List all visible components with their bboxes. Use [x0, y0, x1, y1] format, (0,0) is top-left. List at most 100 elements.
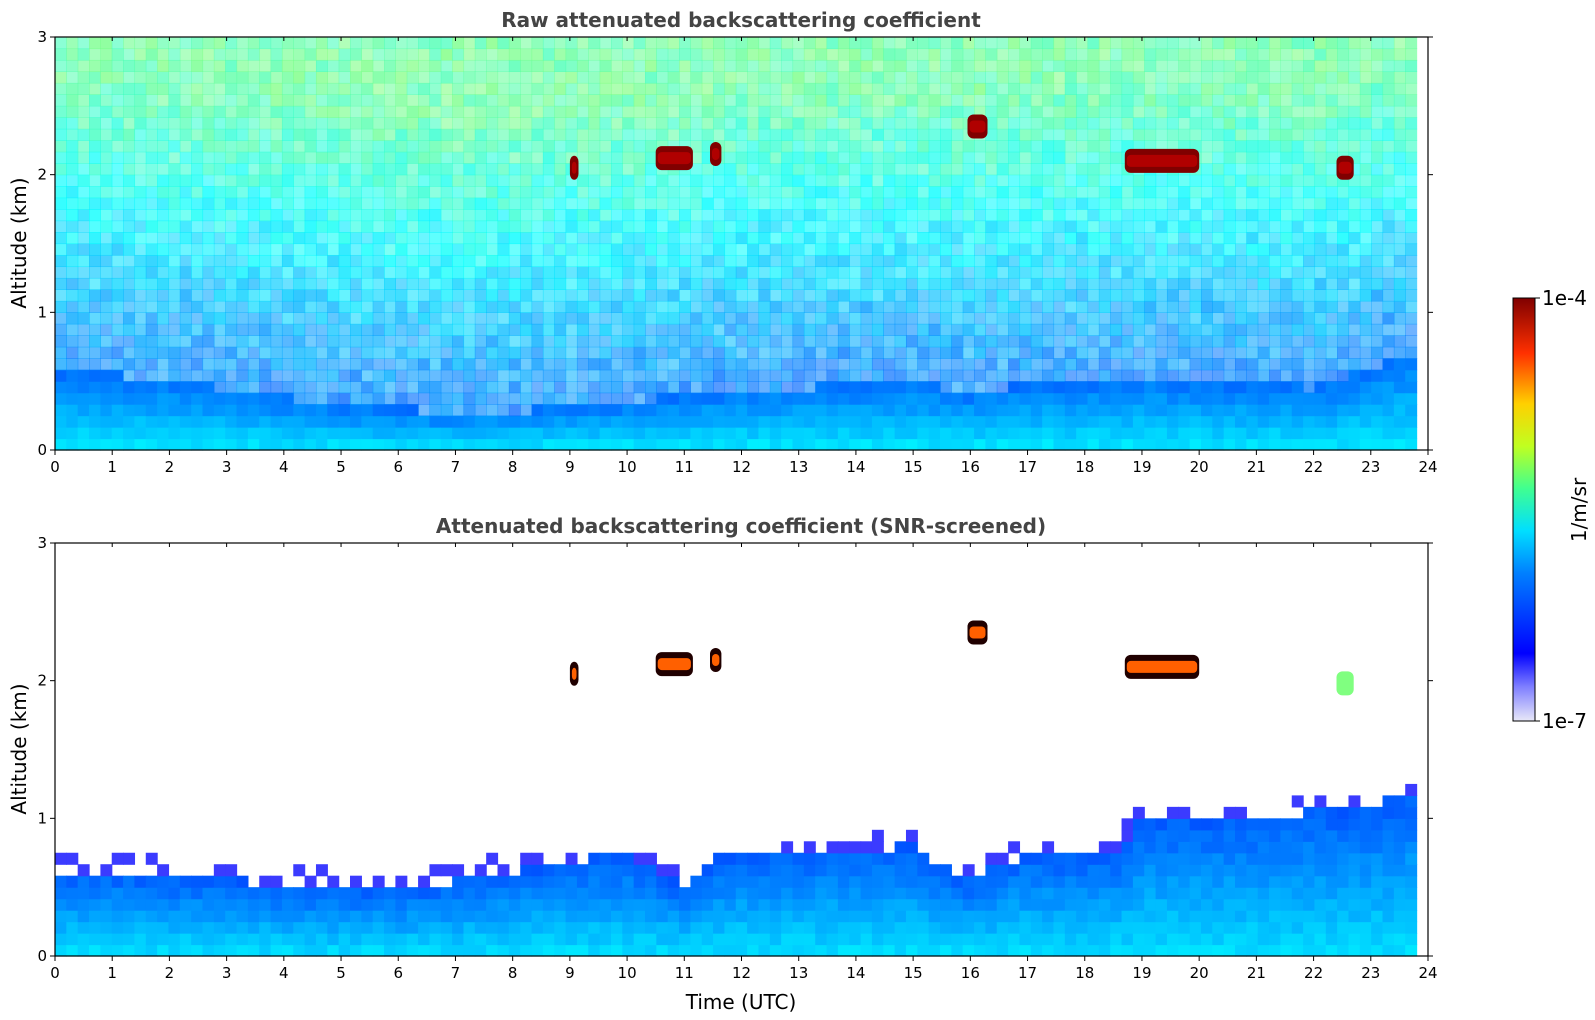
heatmap-cell	[849, 335, 862, 348]
heatmap-cell	[338, 59, 351, 73]
heatmap-cell	[815, 232, 828, 245]
heatmap-cell	[213, 117, 226, 130]
heatmap-cell	[928, 381, 941, 394]
heatmap-cell	[361, 392, 374, 405]
heatmap-cell	[610, 220, 623, 233]
heatmap-cell	[486, 254, 499, 268]
x-tick-label: 20	[1190, 458, 1209, 476]
heatmap-cell	[1314, 174, 1327, 187]
heatmap-cell	[1405, 186, 1418, 199]
heatmap-cell	[327, 289, 340, 302]
heatmap-cell	[202, 174, 215, 187]
heatmap-cell	[236, 277, 249, 290]
heatmap-cell	[77, 128, 90, 141]
heatmap-cell	[440, 346, 453, 359]
heatmap-cell	[1325, 197, 1338, 210]
heatmap-cell	[554, 864, 567, 877]
heatmap-cell	[89, 358, 101, 371]
heatmap-cell	[1200, 151, 1213, 164]
heatmap-cell	[1348, 254, 1361, 268]
heatmap-cell	[123, 140, 136, 153]
heatmap-cell	[1235, 82, 1247, 95]
heatmap-cell	[883, 438, 896, 451]
heatmap-cell	[1098, 266, 1111, 279]
heatmap-cell	[951, 289, 964, 302]
heatmap-cell	[610, 186, 623, 199]
heatmap-cell	[384, 369, 396, 382]
heatmap-cell	[1189, 232, 1202, 245]
heatmap-cell	[769, 209, 782, 222]
heatmap-cell	[554, 381, 567, 394]
heatmap-cell	[157, 933, 170, 946]
heatmap-cell	[372, 438, 385, 451]
heatmap-cell	[247, 427, 260, 440]
heatmap-cell	[55, 933, 67, 946]
heatmap-cell	[225, 277, 238, 290]
heatmap-cell	[213, 404, 226, 417]
heatmap-cell	[429, 128, 442, 141]
heatmap-cell	[281, 944, 294, 957]
heatmap-cell	[1121, 277, 1134, 290]
heatmap-cell	[1393, 105, 1406, 118]
heatmap-cell	[100, 82, 113, 95]
heatmap-cell	[486, 921, 499, 934]
heatmap-cell	[940, 59, 952, 73]
heatmap-cell	[894, 289, 907, 302]
heatmap-cell	[406, 151, 419, 164]
heatmap-cell	[588, 427, 601, 440]
heatmap-cell	[520, 243, 533, 256]
heatmap-cell	[1280, 289, 1293, 302]
heatmap-cell	[145, 254, 158, 268]
heatmap-cell	[157, 59, 170, 73]
heatmap-cell	[1121, 174, 1134, 187]
heatmap-cell	[77, 266, 90, 279]
heatmap-cell	[747, 289, 760, 302]
heatmap-cell	[123, 875, 136, 888]
heatmap-cell	[236, 427, 249, 440]
heatmap-cell	[713, 875, 726, 888]
heatmap-cell	[894, 174, 907, 187]
heatmap-cell	[1382, 381, 1395, 394]
heatmap-cell	[633, 358, 646, 371]
heatmap-cell	[384, 243, 396, 256]
heatmap-cell	[1019, 105, 1032, 118]
heatmap-cell	[440, 944, 453, 957]
heatmap-cell	[1246, 163, 1259, 176]
heatmap-cell	[497, 254, 510, 268]
heatmap-cell	[1371, 105, 1384, 118]
heatmap-cell	[747, 243, 760, 256]
heatmap-cell	[803, 358, 816, 371]
heatmap-cell	[622, 898, 635, 911]
heatmap-cell	[327, 243, 340, 256]
heatmap-cell	[849, 910, 862, 923]
heatmap-cell	[531, 197, 544, 210]
heatmap-cell	[815, 105, 828, 118]
heatmap-cell	[588, 358, 601, 371]
heatmap-cell	[656, 415, 669, 428]
heatmap-cell	[633, 82, 646, 95]
heatmap-cell	[508, 232, 521, 245]
heatmap-cell	[985, 266, 998, 279]
heatmap-cell	[996, 323, 1009, 336]
heatmap-cell	[429, 323, 442, 336]
heatmap-cell	[213, 335, 226, 348]
heatmap-cell	[1189, 369, 1202, 382]
heatmap-cell	[883, 381, 896, 394]
heatmap-cell	[951, 277, 964, 290]
heatmap-cell	[656, 887, 669, 900]
heatmap-cell	[384, 128, 396, 141]
heatmap-cell	[1030, 404, 1043, 417]
heatmap-cell	[1303, 346, 1316, 359]
heatmap-cell	[270, 232, 283, 245]
heatmap-cell	[1008, 277, 1021, 290]
heatmap-cell	[1166, 186, 1179, 199]
heatmap-cell	[792, 186, 805, 199]
heatmap-cell	[849, 71, 862, 84]
heatmap-cell	[758, 944, 771, 957]
heatmap-cell	[191, 369, 204, 382]
heatmap-cell	[871, 392, 884, 405]
heatmap-cell	[338, 887, 351, 900]
heatmap-cell	[1144, 174, 1157, 187]
heatmap-cell	[55, 94, 67, 107]
heatmap-cell	[656, 186, 669, 199]
